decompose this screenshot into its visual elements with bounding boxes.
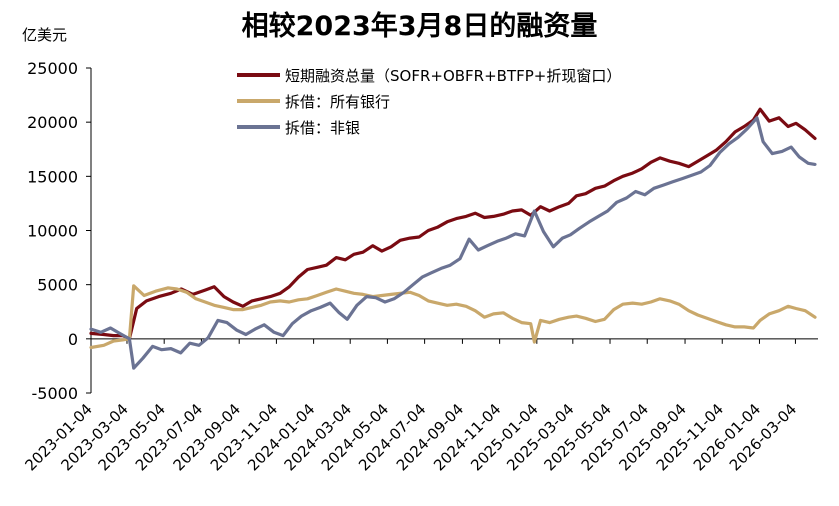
- legend-label-0: 短期融资总量（SOFR+OBFR+BTFP+折现窗口）: [285, 67, 621, 85]
- legend-label-2: 拆借：非银: [285, 119, 360, 137]
- y-tick-label: 10000: [27, 222, 78, 241]
- y-tick-label: 25000: [27, 59, 78, 78]
- series-line-2: [89, 116, 817, 370]
- chart-title: 相较2023年3月8日的融资量: [241, 11, 598, 42]
- series-layer: [89, 107, 817, 370]
- y-tick-label: -5000: [32, 384, 79, 403]
- series-line-1: [89, 284, 817, 350]
- y-tick-label: 20000: [27, 113, 78, 132]
- y-tick-label: 15000: [27, 167, 78, 186]
- y-axis-unit-label: 亿美元: [22, 26, 68, 44]
- legend-label-1: 拆借：所有银行: [285, 93, 390, 111]
- y-tick-label: 0: [68, 330, 78, 349]
- series-line-0: [89, 107, 817, 341]
- axis-layer: 2500020000150001000050000-50002023-01-04…: [21, 59, 818, 474]
- y-tick-label: 5000: [37, 276, 78, 295]
